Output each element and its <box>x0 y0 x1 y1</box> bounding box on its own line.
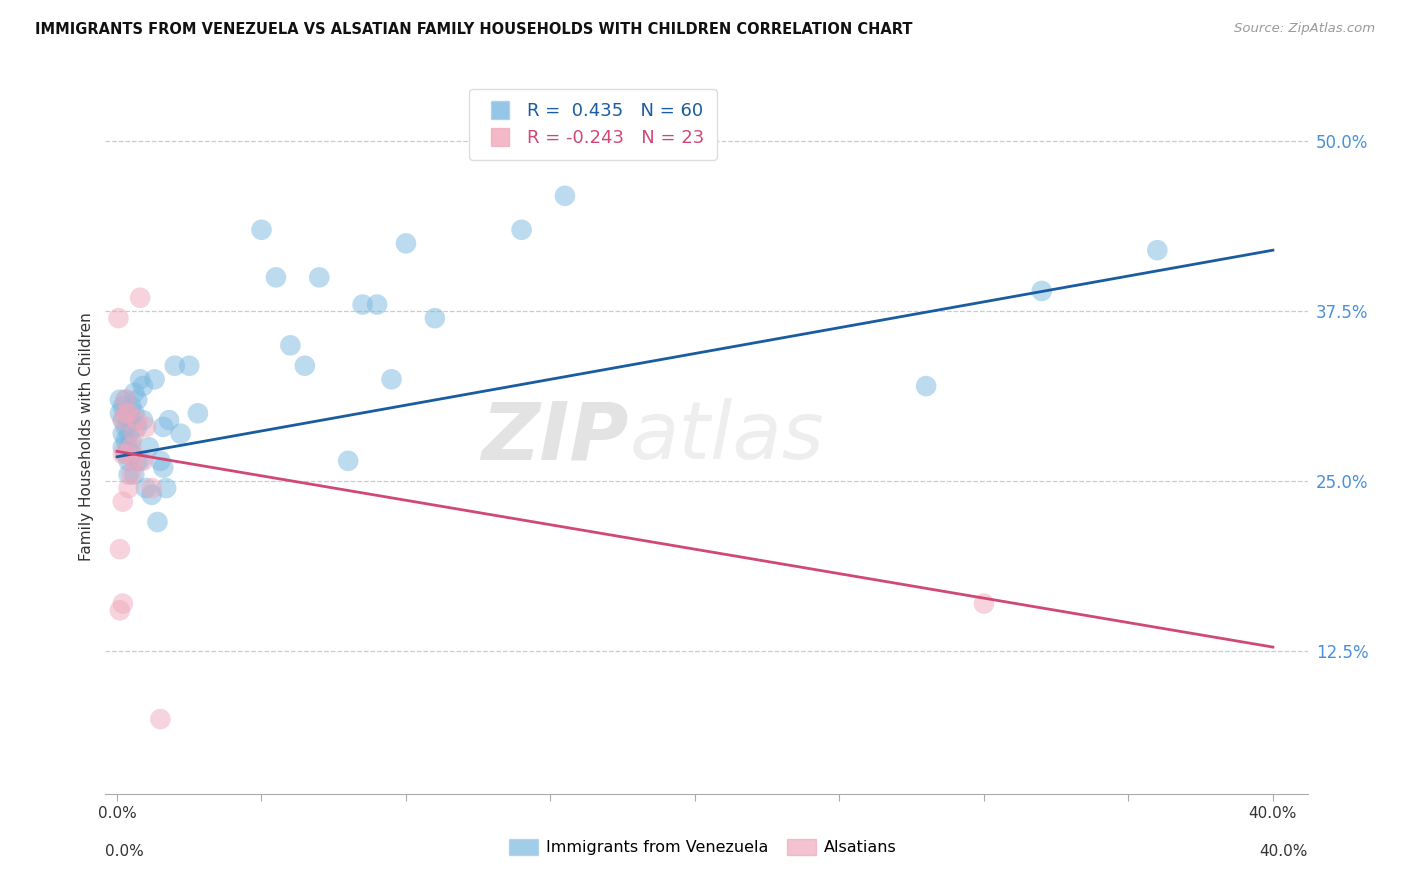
Point <box>124 426 146 441</box>
Text: ZIP: ZIP <box>481 398 628 476</box>
Point <box>157 413 180 427</box>
Point <box>163 359 186 373</box>
Point <box>108 603 131 617</box>
Point <box>117 481 139 495</box>
Point <box>149 454 172 468</box>
Point <box>149 712 172 726</box>
Point <box>1146 243 1168 257</box>
Point <box>117 440 139 454</box>
Point <box>129 454 152 468</box>
Point <box>1031 284 1053 298</box>
Point <box>114 392 136 407</box>
Point <box>915 379 938 393</box>
Point <box>141 481 163 495</box>
Point <box>111 413 134 427</box>
Point <box>124 406 146 420</box>
Point <box>135 420 157 434</box>
Point <box>127 413 149 427</box>
Point <box>138 440 160 454</box>
Point <box>120 440 142 454</box>
Point <box>117 406 139 420</box>
Point <box>308 270 330 285</box>
Point <box>114 392 136 407</box>
Point <box>366 297 388 311</box>
Point <box>146 515 169 529</box>
Point <box>120 447 142 461</box>
Text: IMMIGRANTS FROM VENEZUELA VS ALSATIAN FAMILY HOUSEHOLDS WITH CHILDREN CORRELATIO: IMMIGRANTS FROM VENEZUELA VS ALSATIAN FA… <box>35 22 912 37</box>
Point <box>114 434 136 448</box>
Point <box>117 467 139 482</box>
Point <box>120 434 142 448</box>
Point <box>132 454 155 468</box>
Point <box>124 385 146 400</box>
Point <box>114 420 136 434</box>
Point <box>114 406 136 420</box>
Point <box>179 359 201 373</box>
Point <box>117 413 139 427</box>
Point <box>423 311 446 326</box>
Point <box>152 460 174 475</box>
Point <box>127 454 149 468</box>
Point <box>152 420 174 434</box>
Y-axis label: Family Households with Children: Family Households with Children <box>79 313 94 561</box>
Point <box>264 270 287 285</box>
Point <box>114 406 136 420</box>
Point <box>111 597 134 611</box>
Point <box>117 447 139 461</box>
Point <box>111 447 134 461</box>
Point <box>129 372 152 386</box>
Point <box>127 420 149 434</box>
Point <box>337 454 360 468</box>
Point <box>250 223 273 237</box>
Point <box>111 400 134 414</box>
Legend: R =  0.435   N = 60, R = -0.243   N = 23: R = 0.435 N = 60, R = -0.243 N = 23 <box>470 89 717 160</box>
Text: Source: ZipAtlas.com: Source: ZipAtlas.com <box>1234 22 1375 36</box>
Point <box>141 488 163 502</box>
Point <box>380 372 402 386</box>
Point <box>169 426 191 441</box>
Point <box>107 311 129 326</box>
Point <box>111 413 134 427</box>
Legend: Immigrants from Venezuela, Alsatians: Immigrants from Venezuela, Alsatians <box>503 832 903 862</box>
Point <box>120 413 142 427</box>
Point <box>108 542 131 557</box>
Point <box>117 426 139 441</box>
Point <box>124 467 146 482</box>
Point <box>554 189 576 203</box>
Point <box>395 236 418 251</box>
Point <box>108 392 131 407</box>
Point <box>143 372 166 386</box>
Point <box>132 413 155 427</box>
Point <box>129 291 152 305</box>
Point <box>510 223 533 237</box>
Point <box>111 440 134 454</box>
Point <box>187 406 209 420</box>
Point <box>135 481 157 495</box>
Point <box>973 597 995 611</box>
Point <box>117 454 139 468</box>
Point <box>132 379 155 393</box>
Point <box>108 406 131 420</box>
Text: atlas: atlas <box>630 398 824 476</box>
Point <box>280 338 302 352</box>
Point <box>114 447 136 461</box>
Point <box>352 297 374 311</box>
Point <box>155 481 177 495</box>
Point <box>120 467 142 482</box>
Point <box>127 392 149 407</box>
Text: 40.0%: 40.0% <box>1260 845 1308 859</box>
Point <box>111 426 134 441</box>
Point <box>120 400 142 414</box>
Text: 0.0%: 0.0% <box>105 845 145 859</box>
Point <box>124 454 146 468</box>
Point <box>294 359 316 373</box>
Point <box>111 494 134 508</box>
